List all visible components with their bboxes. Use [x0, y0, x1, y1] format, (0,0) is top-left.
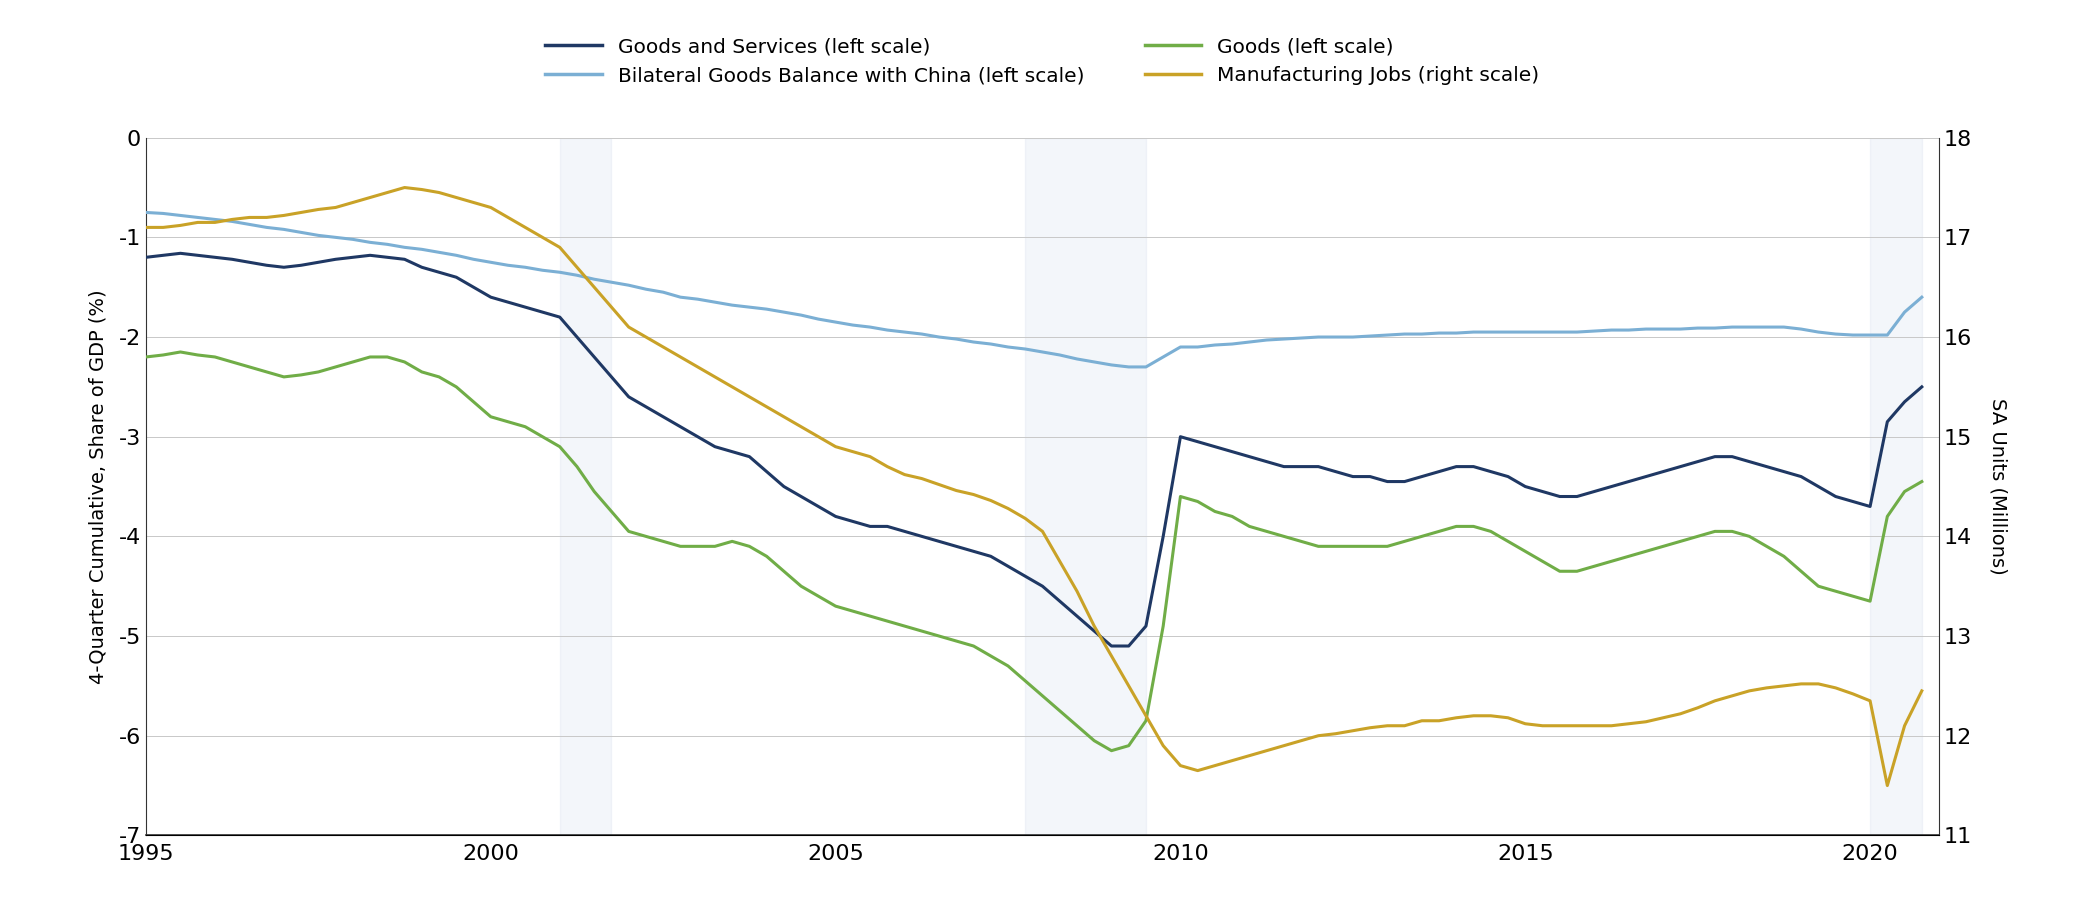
- Bar: [1870, 138, 1922, 835]
- Bar: [559, 138, 611, 835]
- Legend: Goods and Services (left scale), Bilateral Goods Balance with China (left scale): Goods and Services (left scale), Bilater…: [538, 29, 1547, 94]
- Y-axis label: SA Units (Millions): SA Units (Millions): [1989, 398, 2008, 575]
- Bar: [1026, 138, 1147, 835]
- Y-axis label: 4-Quarter Cumulative, Share of GDP (%): 4-Quarter Cumulative, Share of GDP (%): [88, 289, 108, 684]
